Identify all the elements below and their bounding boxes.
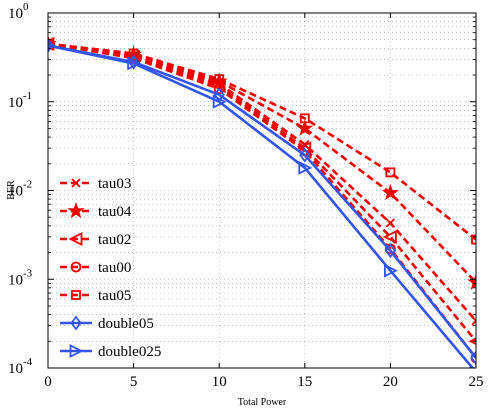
series-line-double025 bbox=[48, 44, 475, 368]
legend-label: tau05 bbox=[98, 288, 131, 304]
ticks: 0 5 10 15 20 25 100 10-1 10-2 10-3 10-4 bbox=[8, 1, 484, 390]
legend-marker bbox=[70, 315, 82, 331]
y-tick-label: 10-1 bbox=[8, 90, 32, 111]
data-point-double025 bbox=[384, 263, 398, 278]
data-point-double05 bbox=[299, 147, 311, 163]
legend-label: tau02 bbox=[98, 232, 131, 248]
legend-label: tau04 bbox=[98, 204, 132, 220]
legend-marker bbox=[71, 290, 81, 300]
data-point-double05 bbox=[470, 350, 476, 366]
data-point-tau02 bbox=[297, 141, 312, 156]
legend-item-tau00: tau00 bbox=[60, 260, 131, 276]
data-point-tau03 bbox=[471, 316, 476, 326]
legend-label: double05 bbox=[98, 316, 154, 332]
data-point-double025 bbox=[127, 56, 142, 71]
x-tick-label: 10 bbox=[212, 374, 227, 390]
y-tick-label: 100 bbox=[8, 1, 29, 22]
data-point-tau03 bbox=[385, 218, 396, 228]
data-point-double025 bbox=[212, 94, 227, 109]
data-point-double05 bbox=[384, 243, 397, 259]
x-tick-label: 15 bbox=[297, 374, 312, 390]
legend-item-tau05: tau05 bbox=[60, 288, 131, 304]
legend-marker bbox=[67, 201, 85, 219]
data-point-tau05 bbox=[471, 234, 476, 245]
x-tick-label: 25 bbox=[469, 374, 484, 390]
legend-marker bbox=[70, 261, 82, 273]
data-point-tau04 bbox=[381, 183, 399, 201]
data-point-tau05 bbox=[385, 167, 396, 178]
legend: tau03 tau04 tau02 tau00 tau05 double05 double0… bbox=[60, 176, 161, 360]
legend-item-tau02: tau02 bbox=[60, 232, 131, 248]
series-line-tau00 bbox=[48, 42, 476, 359]
legend-item-tau04: tau04 bbox=[60, 201, 132, 220]
legend-marker bbox=[69, 344, 84, 358]
legend-item-double025: double025 bbox=[60, 344, 161, 360]
legend-item-tau03: tau03 bbox=[60, 176, 131, 192]
data-point-tau04 bbox=[467, 273, 476, 290]
data-point-tau04 bbox=[296, 119, 314, 136]
legend-label: double025 bbox=[98, 344, 161, 360]
y-axis-label: BER bbox=[6, 180, 17, 200]
legend-label: tau03 bbox=[98, 176, 131, 192]
x-tick-label: 0 bbox=[44, 374, 52, 390]
y-tick-label: 10-2 bbox=[8, 179, 32, 200]
data-point-tau02 bbox=[382, 229, 397, 244]
legend-label: tau00 bbox=[98, 260, 131, 276]
data-point-double025 bbox=[298, 160, 313, 175]
x-tick-label: 5 bbox=[130, 374, 138, 390]
legend-marker bbox=[71, 178, 81, 188]
data-point-tau05 bbox=[214, 74, 225, 84]
data-point-tau05 bbox=[299, 113, 310, 124]
y-tick-label: 10-3 bbox=[8, 267, 33, 288]
series-line-tau05 bbox=[48, 42, 476, 241]
series-layer bbox=[48, 34, 476, 368]
series-double025 bbox=[48, 41, 476, 368]
x-tick-label: 20 bbox=[383, 374, 398, 390]
y-tick-label: 10-4 bbox=[8, 356, 33, 377]
data-point-tau00 bbox=[213, 83, 225, 95]
legend-marker bbox=[68, 232, 83, 246]
legend-item-double05: double05 bbox=[60, 315, 154, 332]
x-axis-label: Total Power bbox=[238, 397, 287, 408]
